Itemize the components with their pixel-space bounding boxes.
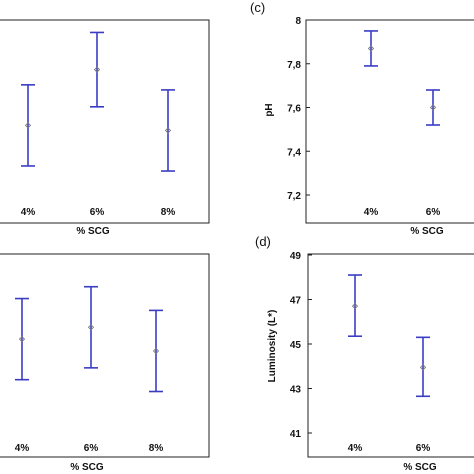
mean-point (93, 66, 101, 73)
panel-label-d: (d) (255, 234, 271, 249)
y-tick-label: 8 (295, 16, 301, 27)
plot-frame-2 (0, 253, 210, 458)
x-tick-label: 6% (426, 207, 441, 218)
y-tick-label: 47 (290, 296, 302, 307)
mean-point (419, 364, 427, 371)
mean-point (351, 303, 359, 310)
mean-point (24, 122, 32, 129)
x-tick-label: 6% (90, 207, 105, 218)
y-tick-label: 7,2 (287, 191, 301, 202)
mean-point (367, 45, 375, 52)
plot-frame-0 (0, 19, 210, 224)
mean-point (164, 127, 172, 134)
x-tick-label: 6% (84, 443, 99, 454)
y-tick-label: 49 (290, 251, 302, 262)
x-tick-label: 8% (161, 207, 176, 218)
plot-frame-3 (307, 253, 474, 458)
y-tick-label: 7,8 (287, 60, 301, 71)
y-tick-label: 43 (290, 385, 302, 396)
plot-frame-1 (305, 19, 474, 224)
x-tick-label: 4% (21, 207, 36, 218)
x-axis-title-a: % SCG (76, 226, 110, 237)
x-tick-label: 4% (15, 443, 30, 454)
x-axis-title-b: % SCG (70, 462, 104, 473)
x-tick-label: 6% (416, 443, 431, 454)
x-axis-title-d: % SCG (403, 462, 437, 473)
x-axis-title-c: % SCG (410, 226, 444, 237)
y-tick-label: 7,6 (287, 104, 301, 115)
y-axis-title-luminosity: Luminosity (L*) (267, 310, 278, 383)
y-tick-label: 7,4 (287, 147, 301, 158)
mean-point (152, 347, 160, 355)
mean-point (429, 104, 437, 111)
panel-label-c: (c) (250, 0, 265, 15)
mean-point (87, 324, 95, 331)
x-tick-label: 4% (348, 443, 363, 454)
y-axis-title-ph: pH (264, 103, 275, 116)
mean-point (18, 335, 26, 343)
x-tick-label: 4% (364, 207, 379, 218)
y-tick-label: 45 (290, 340, 302, 351)
y-tick-label: 41 (290, 429, 302, 440)
x-tick-label: 8% (149, 443, 164, 454)
